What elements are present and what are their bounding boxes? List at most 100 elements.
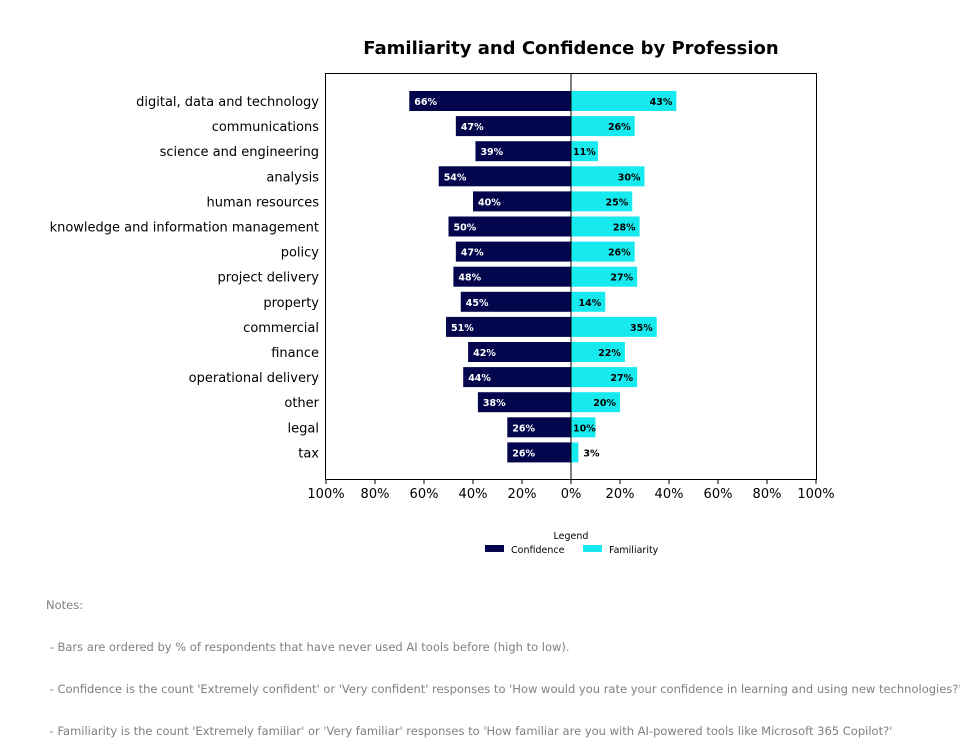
category-label: commercial [243, 321, 319, 336]
chart-title: Familiarity and Confidence by Profession [363, 38, 779, 59]
data-label-familiarity: 30% [618, 172, 641, 183]
category-label: other [284, 396, 319, 411]
bar-confidence [446, 316, 571, 337]
legend-label-familiarity: Familiarity [609, 545, 659, 556]
legend-swatch-familiarity [583, 545, 602, 552]
bar-familiarity [571, 166, 645, 187]
data-label-confidence: 38% [483, 398, 506, 409]
bar-familiarity [571, 367, 638, 388]
data-label-familiarity: 26% [608, 248, 631, 259]
data-label-confidence: 48% [458, 273, 481, 284]
legend-swatch-confidence [485, 545, 504, 552]
x-tick-label: 40% [655, 487, 684, 502]
category-label: analysis [266, 170, 319, 185]
data-label-confidence: 26% [512, 423, 535, 434]
bar-confidence [455, 241, 571, 262]
data-label-familiarity: 43% [650, 97, 673, 108]
category-label: policy [281, 246, 320, 261]
bar-confidence [460, 291, 571, 312]
bar-confidence [473, 191, 571, 212]
bar-familiarity [571, 316, 657, 337]
bar-confidence [507, 417, 571, 438]
category-label: science and engineering [160, 145, 319, 160]
notes-heading: Notes: [46, 598, 84, 612]
x-tick-label: 0% [561, 487, 582, 502]
notes: Notes: - Bars are ordered by % of respon… [46, 570, 960, 752]
bar-familiarity [571, 141, 598, 162]
category-label: tax [298, 446, 319, 461]
data-label-familiarity: 14% [579, 298, 602, 309]
data-label-familiarity: 28% [613, 223, 636, 234]
bar-familiarity [571, 291, 606, 312]
category-label: digital, data and technology [136, 95, 319, 110]
x-tick-label: 100% [307, 487, 344, 502]
data-label-familiarity: 27% [610, 273, 633, 284]
data-label-confidence: 50% [454, 223, 477, 234]
data-label-confidence: 39% [480, 147, 503, 158]
bar-familiarity [571, 91, 677, 111]
data-label-familiarity: 27% [610, 373, 633, 384]
data-label-confidence: 26% [512, 448, 535, 459]
x-tick-label: 80% [361, 487, 390, 502]
bar-confidence [453, 266, 571, 287]
data-label-confidence: 47% [461, 122, 484, 133]
category-label: property [263, 296, 319, 311]
x-tick-label: 80% [753, 487, 782, 502]
data-label-confidence: 40% [478, 197, 501, 208]
category-label: communications [212, 120, 320, 135]
data-label-confidence: 54% [444, 172, 467, 183]
notes-line: - Familiarity is the count 'Extremely fa… [46, 724, 893, 738]
category-labels-group: digital, data and technology communicatio… [50, 95, 320, 461]
bar-familiarity [571, 241, 635, 262]
bar-confidence [455, 116, 571, 137]
data-label-confidence: 44% [468, 373, 491, 384]
bar-confidence [468, 342, 571, 362]
category-label: project delivery [218, 271, 320, 286]
notes-line: - Bars are ordered by % of respondents t… [46, 640, 570, 654]
bar-confidence [409, 91, 571, 111]
data-label-confidence: 51% [451, 323, 474, 334]
x-ticks-group: 100% 80% 60% 40% 20% 0% 20% 40% 60% 80% 100% [307, 480, 835, 502]
bars-group: 66% 43% 47% 26% 39% 11% 54% 30% 40% 25% 50% 28% 47% 2… [409, 91, 677, 463]
data-label-familiarity: 11% [573, 147, 596, 158]
data-label-familiarity: 25% [606, 197, 629, 208]
bar-familiarity [571, 392, 620, 413]
legend-title: Legend [554, 531, 589, 542]
data-label-familiarity: 10% [573, 423, 596, 434]
category-label: operational delivery [189, 371, 320, 386]
bar-confidence [507, 442, 571, 463]
x-tick-label: 20% [606, 487, 635, 502]
category-label: finance [271, 346, 319, 361]
notes-line: - Confidence is the count 'Extremely con… [46, 682, 960, 696]
data-label-familiarity: 22% [598, 348, 621, 359]
bar-confidence [438, 166, 571, 187]
x-tick-label: 20% [508, 487, 537, 502]
bar-familiarity [571, 191, 633, 212]
category-label: legal [288, 421, 319, 436]
bar-familiarity [571, 116, 635, 137]
x-tick-label: 60% [704, 487, 733, 502]
x-tick-label: 60% [410, 487, 439, 502]
category-label: knowledge and information management [50, 221, 319, 236]
bar-confidence [448, 216, 571, 237]
data-label-confidence: 47% [461, 248, 484, 259]
bar-familiarity [571, 417, 596, 438]
bar-confidence [463, 367, 571, 388]
category-label: human resources [207, 195, 320, 210]
x-tick-label: 40% [459, 487, 488, 502]
bar-familiarity [571, 216, 640, 237]
data-label-familiarity: 35% [630, 323, 653, 334]
x-tick-label: 100% [797, 487, 834, 502]
data-label-familiarity: 20% [593, 398, 616, 409]
bar-confidence [475, 141, 571, 162]
legend: Legend Confidence Familiarity [485, 531, 659, 556]
data-label-familiarity: 3% [583, 448, 600, 459]
bar-confidence [477, 392, 571, 413]
chart: Familiarity and Confidence by Profession… [50, 38, 835, 556]
bar-familiarity [571, 342, 625, 362]
data-label-confidence: 45% [466, 298, 489, 309]
data-label-confidence: 66% [414, 97, 437, 108]
legend-label-confidence: Confidence [511, 545, 565, 556]
data-label-confidence: 42% [473, 348, 496, 359]
bar-familiarity [571, 442, 579, 463]
